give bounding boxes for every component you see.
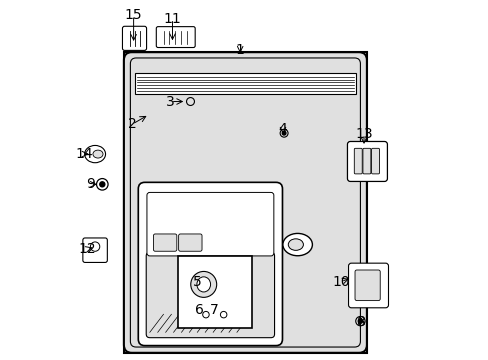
Text: 13: 13 (354, 127, 372, 141)
Bar (134, 73, 355, 94)
FancyBboxPatch shape (146, 192, 273, 256)
FancyBboxPatch shape (123, 52, 366, 353)
Ellipse shape (282, 233, 312, 256)
Text: 14: 14 (75, 147, 93, 161)
Text: 10: 10 (331, 275, 349, 288)
Ellipse shape (288, 239, 303, 250)
Circle shape (358, 319, 362, 323)
FancyBboxPatch shape (122, 26, 146, 50)
Text: 4: 4 (278, 122, 287, 135)
FancyBboxPatch shape (130, 58, 360, 347)
Text: 7: 7 (209, 303, 218, 317)
Ellipse shape (197, 277, 210, 292)
FancyBboxPatch shape (153, 234, 177, 251)
Text: 5: 5 (192, 275, 201, 288)
FancyBboxPatch shape (156, 27, 195, 48)
Ellipse shape (93, 150, 103, 158)
Text: 8: 8 (356, 315, 365, 329)
FancyBboxPatch shape (138, 183, 282, 346)
FancyBboxPatch shape (178, 234, 202, 251)
Text: 2: 2 (127, 117, 136, 131)
Text: 9: 9 (86, 177, 95, 191)
Text: 12: 12 (78, 242, 96, 256)
Ellipse shape (84, 145, 105, 163)
Ellipse shape (190, 271, 216, 297)
Text: 3: 3 (166, 95, 175, 108)
FancyBboxPatch shape (347, 141, 386, 181)
Ellipse shape (196, 228, 230, 249)
Circle shape (282, 131, 285, 135)
Text: 1: 1 (235, 43, 244, 57)
Text: 15: 15 (124, 8, 142, 22)
Bar (123, 52, 366, 353)
FancyBboxPatch shape (146, 252, 274, 338)
Text: 6: 6 (195, 303, 203, 317)
FancyBboxPatch shape (348, 263, 387, 308)
FancyBboxPatch shape (354, 148, 362, 174)
FancyBboxPatch shape (354, 270, 380, 301)
Bar (178, 256, 251, 328)
FancyBboxPatch shape (371, 148, 379, 174)
Circle shape (100, 182, 104, 187)
Text: 11: 11 (163, 12, 181, 26)
FancyBboxPatch shape (362, 148, 370, 174)
FancyBboxPatch shape (82, 238, 107, 262)
